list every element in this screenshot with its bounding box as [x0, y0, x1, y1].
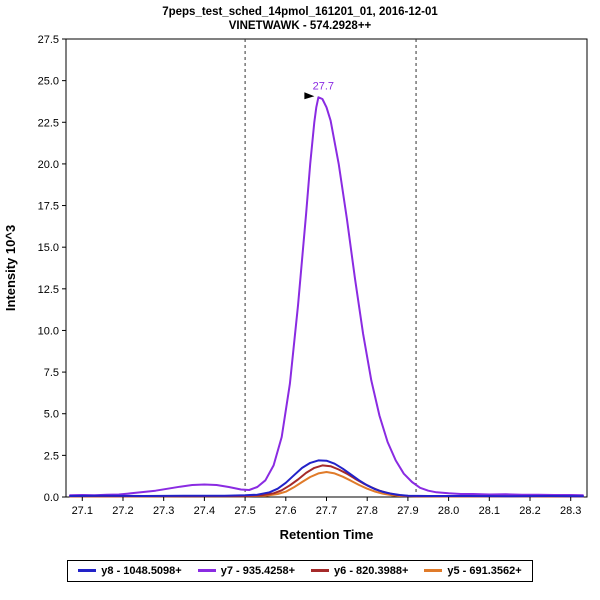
x-tick-label: 27.1: [72, 505, 93, 517]
legend-item: y6 - 820.3988+: [311, 565, 408, 577]
legend-box: y8 - 1048.5098+ y7 - 935.4258+ y6 - 820.39…: [67, 559, 533, 582]
legend-item: y8 - 1048.5098+: [78, 564, 182, 577]
x-tick-label: 28.2: [519, 505, 540, 517]
y-tick-label: 20.0: [38, 159, 59, 171]
x-tick-label: 27.8: [356, 505, 377, 517]
legend-label: y7 - 935.4258+: [220, 564, 296, 577]
plot-area[interactable]: [65, 38, 588, 498]
chart-title: 7peps_test_sched_14pmol_161201_01, 2016-…: [0, 0, 600, 33]
y-tick-label: 7.5: [44, 367, 59, 379]
series-line-y8: [69, 459, 584, 498]
legend-label: y6 - 820.3988+: [334, 564, 409, 577]
y-axis-ticks: 0.0 2.5 5.0 7.5 10.0 12.5 15.0 17.5 20.0 22.5 25.0…: [38, 34, 66, 504]
x-tick-label: 27.9: [397, 505, 418, 517]
x-axis-label: Retention Time: [280, 527, 374, 542]
chart-title-line2: VINETWAWK - 574.2928++: [228, 20, 372, 32]
y-tick-label: 5.0: [44, 409, 59, 421]
integration-boundaries: [244, 39, 417, 497]
x-tick-label: 27.4: [194, 505, 215, 517]
x-tick-label: 27.2: [112, 505, 133, 517]
chromatogram-plot[interactable]: 27.1 27.2 27.3 27.4 27.5 27.6 27.7 27.8 27.9 28.0…: [0, 33, 600, 557]
y-tick-label: 27.5: [38, 34, 59, 46]
y-tick-label: 2.5: [44, 450, 59, 462]
legend-label: y8 - 1048.5098+: [101, 564, 182, 577]
legend-label: y5 - 691.3562+: [447, 564, 522, 577]
legend-swatch-icon: [197, 569, 216, 572]
x-axis-ticks: 27.1 27.2 27.3 27.4 27.5 27.6 27.7 27.8 27.9 28.0…: [72, 497, 581, 517]
legend-swatch-icon: [78, 569, 97, 572]
x-tick-label: 27.5: [234, 505, 255, 517]
x-tick-label: 27.7: [316, 505, 337, 517]
x-tick-label: 27.6: [275, 505, 296, 517]
legend-swatch-icon: [424, 569, 443, 572]
chart-title-line1: 7peps_test_sched_14pmol_161201_01, 2016-…: [162, 6, 438, 18]
y-tick-label: 10.0: [38, 325, 59, 337]
legend-swatch-icon: [311, 569, 330, 572]
y-axis-label: Intensity 10^3: [3, 225, 18, 311]
y-tick-label: 15.0: [38, 242, 59, 254]
peak-arrow-icon: [304, 92, 315, 100]
peak-annotation-label: 27.7: [313, 80, 334, 92]
series-line-y7: [69, 96, 584, 497]
x-tick-label: 28.1: [479, 505, 500, 517]
legend-item: y7 - 935.4258+: [197, 564, 296, 577]
y-tick-label: 22.5: [38, 117, 59, 129]
y-tick-label: 17.5: [38, 201, 59, 213]
x-tick-label: 28.0: [438, 505, 459, 517]
y-tick-label: 25.0: [38, 76, 59, 88]
x-tick-label: 28.3: [560, 505, 581, 517]
y-tick-label: 12.5: [38, 284, 59, 296]
legend-item: y5 - 691.3562+: [424, 564, 522, 577]
legend: y8 - 1048.5098+ y7 - 935.4258+ y6 - 820.39…: [0, 559, 600, 582]
y-tick-label: 0.0: [44, 492, 59, 504]
x-tick-label: 27.3: [153, 505, 174, 517]
series-lines: [69, 96, 584, 498]
